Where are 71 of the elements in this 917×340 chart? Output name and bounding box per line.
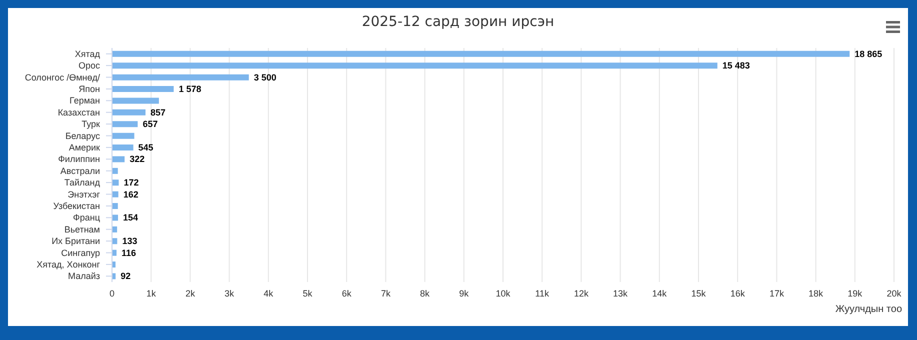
bar [112, 203, 118, 210]
y-tick-label: Хятад [74, 48, 101, 59]
bar [112, 50, 850, 57]
y-tick-label: Герман [70, 96, 100, 106]
data-label: 154 [123, 212, 138, 223]
bar [112, 168, 118, 174]
x-tick-label: 16k [730, 288, 746, 298]
bar [112, 98, 159, 104]
data-label: 18 865 [854, 48, 882, 59]
x-tick-label: 15k [691, 288, 706, 298]
data-label: 133 [122, 236, 138, 246]
x-tick-label: 9k [459, 288, 470, 298]
bar [112, 121, 138, 128]
x-tick-label: 0 [109, 288, 115, 298]
bar [112, 132, 134, 139]
y-tick-label: Япон [78, 84, 100, 94]
y-tick-label: Солонгос /Өмнөд/ [24, 72, 100, 82]
y-tick-label: Америк [68, 142, 100, 152]
data-label: 92 [120, 271, 131, 282]
x-tick-label: 1k [146, 288, 156, 298]
x-tick-label: 13k [613, 288, 628, 298]
x-tick-label: 19k [848, 288, 863, 298]
chart-title: 2025-12 сард зорин ирсэн [360, 14, 556, 30]
y-tick-label: Узбекистан [53, 200, 100, 211]
x-tick-label: 11k [535, 288, 550, 298]
data-label: 545 [138, 142, 154, 153]
bar [112, 74, 249, 80]
x-tick-label: 6k [342, 288, 352, 298]
bar [112, 214, 118, 221]
x-tick-label: 10k [496, 288, 511, 298]
x-tick-label: 18k [808, 288, 824, 298]
y-tick-label: Австрали [60, 166, 100, 176]
y-tick-label: Их Британи [52, 236, 100, 246]
data-label: 657 [142, 119, 158, 130]
data-label: 322 [130, 154, 145, 164]
bar [112, 109, 146, 116]
y-tick-label: Филиппин [58, 154, 100, 164]
y-tick-label: Тайланд [64, 178, 101, 188]
data-label: 857 [150, 107, 166, 118]
bar [112, 144, 134, 151]
bar [112, 156, 125, 162]
bar [112, 62, 718, 69]
y-tick-label: Вьетнам [64, 224, 100, 234]
data-label: 162 [123, 189, 138, 200]
bar [112, 86, 174, 92]
data-label: 3 500 [254, 72, 276, 82]
y-tick-label: Беларус [65, 130, 100, 141]
bar [112, 191, 118, 198]
data-label: 1 578 [178, 84, 202, 94]
y-tick-label: Сингапур [61, 248, 100, 258]
x-tick-label: 3k [224, 288, 235, 298]
x-tick-label: 20k [886, 288, 902, 298]
data-label: 116 [122, 248, 136, 258]
x-tick-label: 8k [420, 288, 430, 298]
data-label: 172 [124, 178, 139, 188]
x-tick-label: 17k [769, 288, 784, 298]
x-axis-title: Жуулчдын тоо [835, 304, 902, 315]
y-tick-label: Франц [73, 212, 100, 223]
x-tick-label: 5k [302, 288, 313, 298]
y-tick-label: Казахстан [58, 107, 100, 118]
data-label: 15 483 [722, 60, 750, 71]
y-tick-label: Малайз [68, 271, 100, 282]
x-tick-label: 2k [185, 288, 196, 298]
y-tick-label: Энэтхэг [68, 189, 101, 200]
x-tick-label: 12k [574, 288, 589, 298]
y-tick-label: Турк [82, 119, 100, 130]
x-tick-label: 7k [380, 288, 391, 298]
y-tick-label: Хятад, Хонконг [36, 259, 101, 270]
x-tick-label: 14k [652, 288, 668, 298]
x-tick-label: 4k [264, 288, 274, 298]
y-tick-label: Орос [78, 60, 100, 71]
